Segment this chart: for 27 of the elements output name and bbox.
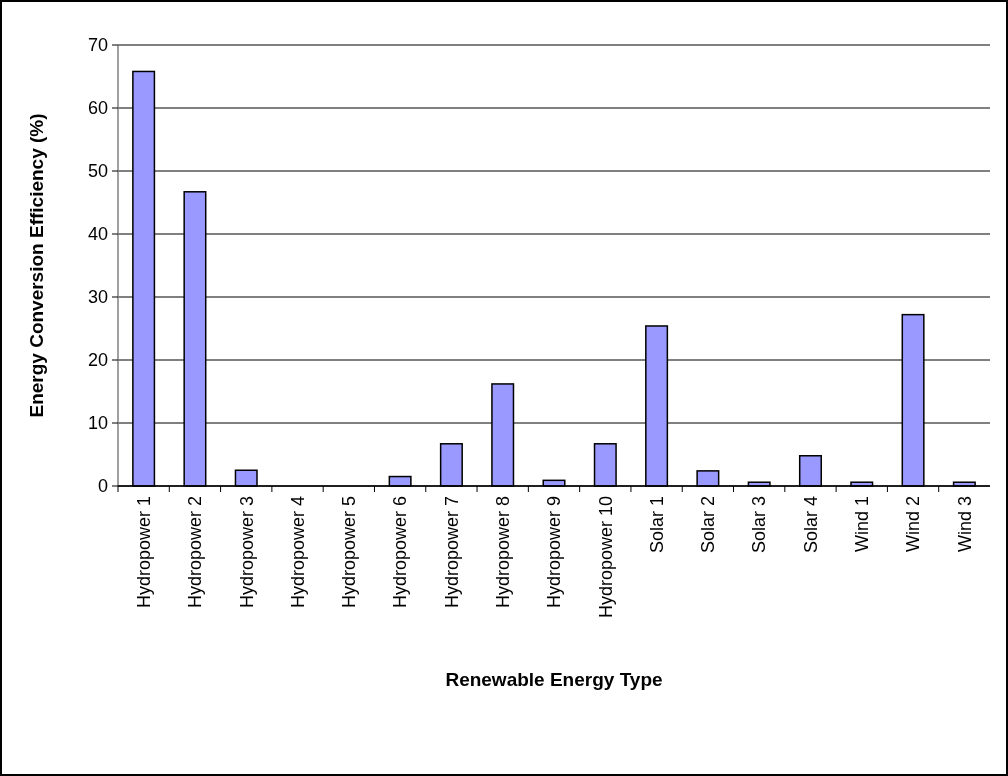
y-tick-label: 30	[87, 287, 108, 308]
x-tick-label: Solar 2	[698, 496, 719, 554]
x-tick-label: Hydropower 2	[185, 496, 206, 609]
x-tick-label: Hydropower 1	[133, 496, 154, 609]
y-tick-label: 40	[87, 224, 108, 245]
x-tick-label: Hydropower 3	[236, 496, 257, 609]
x-tick-label: Hydropower 4	[287, 496, 308, 609]
y-axis-title: Energy Conversion Efficiency (%)	[26, 113, 47, 418]
y-tick-label: 50	[87, 161, 108, 182]
x-tick-label: Hydropower 9	[544, 496, 565, 609]
x-tick-label: Hydropower 8	[493, 496, 514, 609]
y-tick-label: 20	[87, 350, 108, 371]
x-tick-label: Solar 4	[800, 496, 821, 554]
x-tick-label: Solar 3	[749, 496, 770, 554]
y-tick-label: 60	[87, 98, 108, 119]
x-tick-label: Hydropower 10	[595, 496, 616, 619]
x-tick-label: Hydropower 7	[441, 496, 462, 609]
x-tick-label: Solar 1	[646, 496, 667, 554]
x-tick-label: Hydropower 5	[339, 496, 360, 609]
y-tick-label: 0	[97, 476, 108, 497]
x-tick-label: Hydropower 6	[390, 496, 411, 609]
x-axis-title: Renewable Energy Type	[445, 669, 663, 690]
y-tick-label: 10	[87, 413, 108, 434]
y-tick-label: 70	[87, 35, 108, 56]
x-tick-label: Wind 2	[903, 496, 924, 553]
x-tick-label: Wind 3	[954, 496, 975, 553]
x-tick-label: Wind 1	[852, 496, 873, 553]
